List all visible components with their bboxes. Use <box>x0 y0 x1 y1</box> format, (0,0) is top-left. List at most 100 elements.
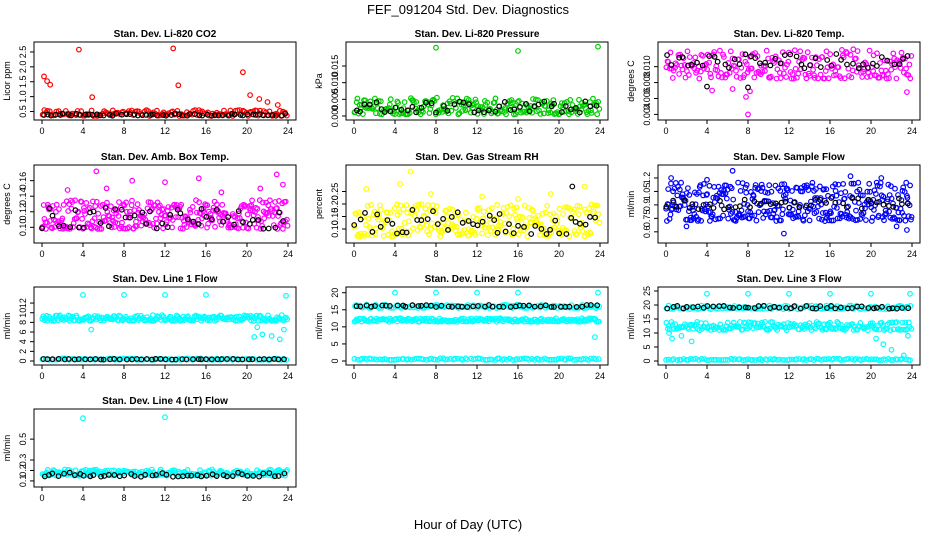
data-point <box>538 225 545 232</box>
data-point <box>95 210 102 217</box>
data-point <box>778 181 785 188</box>
data-point <box>275 473 282 479</box>
data-point <box>882 207 889 214</box>
data-point <box>793 356 800 363</box>
data-point <box>554 217 561 224</box>
data-point <box>261 215 268 222</box>
data-point <box>717 47 723 54</box>
y-tick-label: 2 <box>18 349 28 354</box>
y-tick-label: 0.9 <box>642 199 652 212</box>
x-tick-label: 0 <box>351 249 356 259</box>
y-tick-label: 25 <box>642 286 652 296</box>
data-point <box>766 182 773 189</box>
data-point <box>357 216 364 223</box>
data-point <box>844 61 850 68</box>
data-point <box>786 290 792 297</box>
data-point <box>587 103 594 110</box>
data-point <box>842 189 849 195</box>
data-point <box>274 102 281 108</box>
data-point <box>109 214 115 221</box>
data-point <box>586 229 593 236</box>
data-point <box>276 336 283 343</box>
data-point <box>866 323 872 330</box>
data-point <box>667 49 674 56</box>
data-point <box>723 195 730 202</box>
x-tick-label: 24 <box>283 493 293 503</box>
data-point <box>59 110 66 117</box>
data-point <box>196 112 203 119</box>
data-point <box>896 61 903 68</box>
x-tick-label: 0 <box>663 371 668 381</box>
data-point <box>196 199 203 206</box>
data-point <box>859 74 866 80</box>
data-point <box>670 197 676 204</box>
data-point <box>159 220 166 227</box>
data-point <box>492 95 499 102</box>
data-point <box>735 324 742 330</box>
data-point <box>397 181 404 187</box>
data-point <box>142 471 149 478</box>
y-tick-label: 0.1 <box>18 475 28 488</box>
data-point <box>908 325 915 332</box>
data-point <box>596 219 603 226</box>
data-point <box>865 196 872 203</box>
data-point <box>888 195 895 202</box>
data-point <box>484 232 491 239</box>
data-point <box>155 203 162 210</box>
data-point <box>169 356 175 363</box>
data-point <box>677 357 684 363</box>
chart-panel: Stan. Dev. Li-820 Pressure kPa 0 4 8 12 16 20 24… <box>314 29 609 136</box>
data-point <box>834 215 841 222</box>
data-point <box>365 215 372 222</box>
data-point <box>131 111 138 118</box>
data-point <box>115 213 122 219</box>
data-point <box>105 472 112 478</box>
data-point <box>898 49 905 56</box>
data-point <box>832 181 839 188</box>
data-point <box>526 214 533 221</box>
data-point <box>176 111 183 118</box>
y-axis-label: kPa <box>314 73 324 89</box>
data-point <box>503 356 510 363</box>
data-point <box>781 52 788 58</box>
data-point <box>274 205 280 211</box>
data-point <box>673 203 680 210</box>
data-point <box>400 206 407 213</box>
data-point <box>903 179 910 186</box>
data-point <box>220 218 226 225</box>
data-point <box>275 356 282 363</box>
data-point <box>809 54 815 61</box>
data-point <box>782 191 789 198</box>
data-point <box>415 201 422 208</box>
data-point <box>77 317 83 324</box>
data-point <box>698 217 704 224</box>
x-tick-label: 24 <box>595 126 605 136</box>
x-tick-label: 12 <box>784 126 794 136</box>
data-point <box>491 217 498 224</box>
data-point <box>582 221 589 228</box>
x-tick-label: 8 <box>745 249 750 259</box>
x-tick-label: 12 <box>160 249 170 259</box>
y-tick-label: 5 <box>330 341 340 346</box>
data-point <box>44 111 51 118</box>
y-tick-label: 0.006 <box>642 87 652 110</box>
data-point <box>873 190 879 197</box>
data-point <box>725 215 732 222</box>
data-point <box>695 303 701 310</box>
data-point <box>699 62 706 69</box>
data-point <box>449 206 456 213</box>
data-point <box>874 50 880 57</box>
data-point <box>203 472 210 479</box>
data-point <box>797 305 804 312</box>
data-point <box>556 230 563 237</box>
data-point <box>568 106 574 113</box>
data-point <box>862 205 868 212</box>
data-point <box>594 111 601 118</box>
data-point <box>685 71 692 78</box>
data-point <box>737 203 743 210</box>
chart-panel: Stan. Dev. Gas Stream RH percent 0 4 8 12 16 20… <box>314 152 609 259</box>
data-point <box>535 101 542 108</box>
data-point <box>500 211 507 217</box>
data-point <box>257 185 264 192</box>
